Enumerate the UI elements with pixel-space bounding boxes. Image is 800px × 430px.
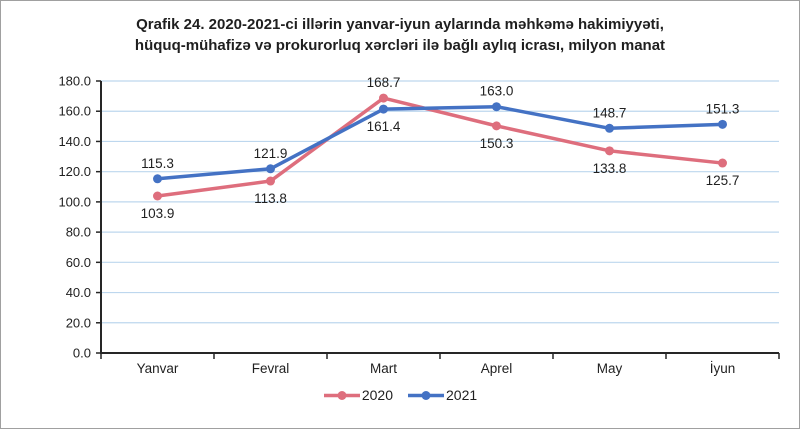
data-point-2021 [266, 164, 275, 174]
data-label-2020: 133.8 [593, 161, 627, 176]
data-label-2021: 163.0 [480, 84, 514, 99]
x-axis-label: Fevral [252, 361, 290, 376]
data-point-2020 [718, 158, 727, 168]
data-label-2020: 168.7 [367, 75, 401, 90]
data-label-2021: 151.3 [706, 101, 740, 116]
y-tick-label: 180.0 [58, 74, 91, 89]
chart-legend: 2020 2021 [1, 387, 799, 403]
y-tick-label: 80.0 [66, 225, 91, 240]
data-point-2021 [153, 174, 162, 184]
legend-label-2020: 2020 [361, 387, 393, 403]
data-point-2020 [379, 93, 388, 103]
data-point-2021 [492, 102, 501, 112]
legend-item-2021: 2021 [407, 387, 477, 403]
x-axis-label: Aprel [481, 361, 513, 376]
data-label-2020: 113.8 [254, 191, 287, 206]
data-label-2021: 161.4 [367, 119, 401, 134]
legend-marker-2021-icon [408, 390, 444, 400]
x-axis-label: May [597, 361, 623, 376]
data-label-2020: 125.7 [706, 173, 740, 188]
x-axis-label: İyun [710, 361, 736, 376]
y-tick-label: 40.0 [66, 285, 91, 300]
y-tick-label: 160.0 [58, 104, 91, 119]
data-label-2021: 148.7 [593, 105, 627, 120]
data-point-2020 [605, 146, 614, 156]
data-point-2021 [605, 123, 614, 133]
data-label-2021: 115.3 [141, 156, 174, 171]
data-label-2021: 121.9 [254, 146, 288, 161]
x-axis-label: Yanvar [137, 361, 179, 376]
series-line-2020 [155, 96, 725, 198]
data-point-2020 [153, 191, 162, 201]
data-label-2020: 103.9 [141, 206, 175, 221]
legend-marker-2020-icon [323, 390, 360, 400]
y-tick-label: 140.0 [58, 134, 91, 149]
data-point-2021 [718, 119, 727, 129]
data-point-2020 [492, 121, 501, 131]
x-axis-label: Mart [370, 361, 397, 376]
y-tick-label: 20.0 [66, 315, 91, 330]
y-tick-label: 100.0 [58, 194, 91, 209]
data-point-2021 [379, 104, 388, 114]
y-tick-label: 60.0 [66, 255, 91, 270]
series-line-2021 [155, 104, 725, 181]
chart-title: Qrafik 24. 2020-2021-ci illərin yanvar-i… [1, 14, 799, 56]
legend-item-2020: 2020 [323, 387, 393, 403]
data-point-2020 [266, 176, 275, 186]
data-label-2020: 150.3 [480, 136, 514, 151]
y-tick-label: 0.0 [73, 346, 91, 361]
legend-label-2021: 2021 [446, 387, 478, 403]
y-tick-label: 120.0 [58, 164, 91, 179]
chart-title-line1: Qrafik 24. 2020-2021-ci illərin yanvar-i… [136, 16, 664, 33]
chart-title-line2: hüquq-mühafizə və prokurorluq xərcləri i… [134, 37, 666, 54]
